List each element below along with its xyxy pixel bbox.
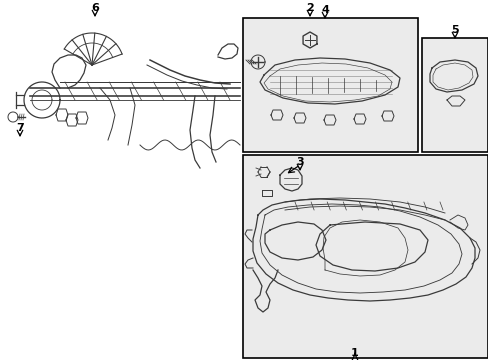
Bar (243, 155, 487, 358)
Text: 4: 4 (321, 5, 328, 15)
Bar (243, 18, 417, 152)
Text: 5: 5 (450, 25, 458, 35)
Text: 3: 3 (296, 157, 303, 167)
Text: 7: 7 (16, 123, 24, 133)
Bar (421, 38, 487, 152)
Text: 1: 1 (350, 348, 358, 358)
Text: 2: 2 (305, 3, 313, 13)
Text: 6: 6 (91, 3, 99, 13)
